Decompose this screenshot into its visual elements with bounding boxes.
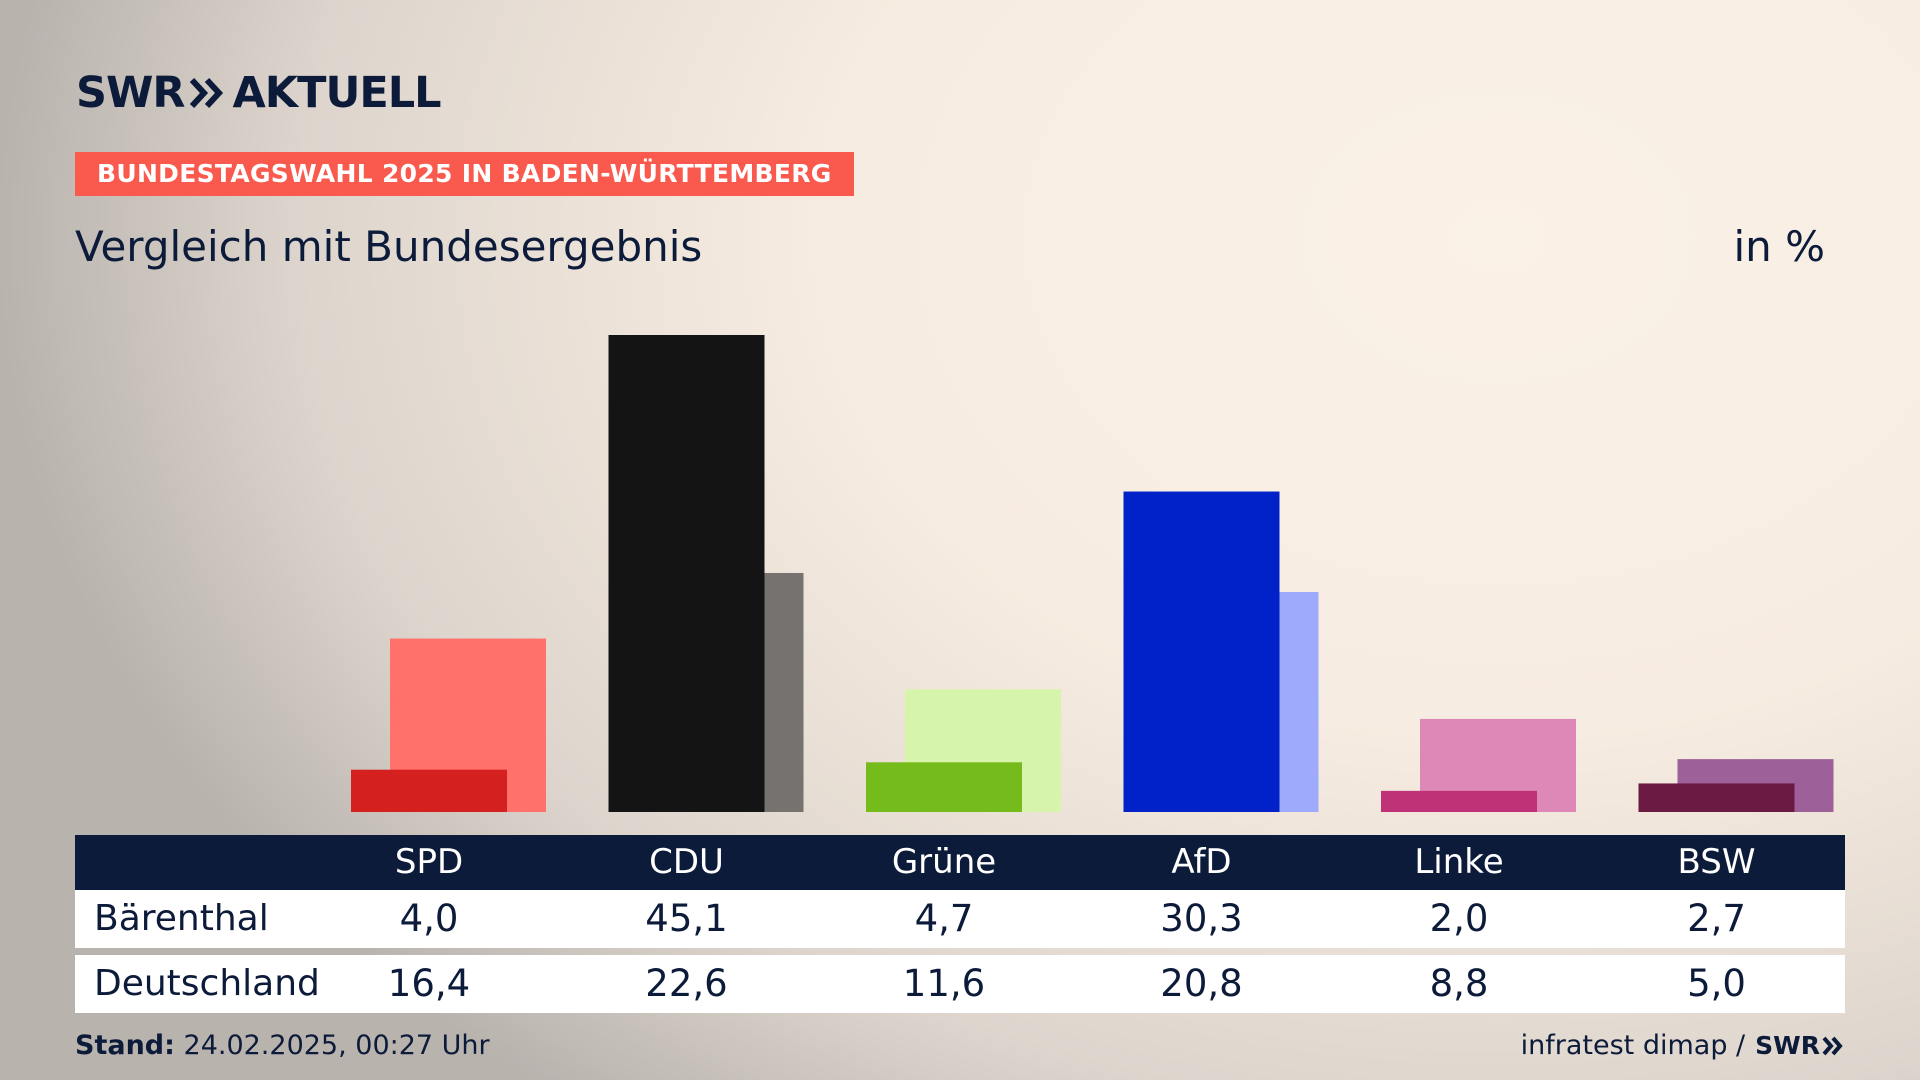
value-spd: 16,4 (387, 962, 471, 1005)
value-linke: 8,8 (1429, 962, 1489, 1005)
bar-spd-b-renthal (351, 769, 507, 812)
value-gr-ne: 11,6 (902, 962, 986, 1005)
bar-afd-b-renthal (1123, 491, 1280, 812)
value-afd: 20,8 (1160, 962, 1243, 1005)
bar-bsw-b-renthal (1638, 783, 1795, 812)
double-chevron-icon (189, 77, 223, 109)
value-afd: 30,3 (1160, 897, 1243, 940)
double-chevron-icon (1822, 1036, 1843, 1055)
bar-gr-ne-b-renthal (866, 762, 1022, 812)
bar-cdu-b-renthal (608, 335, 765, 812)
timestamp: Stand: 24.02.2025, 00:27 Uhr (75, 1030, 490, 1061)
table-row: Bärenthal 4,0 45,1 4,7 30,3 2,0 2,7 (75, 890, 1845, 948)
stand-label: Stand: (75, 1030, 175, 1061)
value-cdu: 22,6 (645, 962, 728, 1005)
stand-value: 24.02.2025, 00:27 Uhr (183, 1030, 490, 1061)
value-linke: 2,0 (1429, 897, 1489, 940)
value-spd: 4,0 (399, 897, 459, 940)
footer-swr-logo: SWR (1755, 1031, 1820, 1060)
table-header: SPD CDU Grüne AfD Linke BSW (75, 835, 1845, 890)
row-label: Deutschland (94, 963, 320, 1004)
row-label: Bärenthal (94, 898, 269, 939)
column-header-cdu: CDU (649, 842, 724, 882)
bar-linke-b-renthal (1381, 790, 1537, 812)
column-header-afd: AfD (1171, 842, 1232, 882)
value-cdu: 45,1 (645, 897, 728, 940)
table-row: Deutschland 16,4 22,6 11,6 20,8 8,8 5,0 (75, 955, 1845, 1013)
logo-swr-text: SWR (76, 68, 186, 118)
value-gr-ne: 4,7 (914, 897, 974, 940)
swr-aktuell-logo: SWR AKTUELL (76, 68, 442, 118)
column-header-gr-ne: Grüne (891, 842, 997, 882)
unit-label: in % (1733, 222, 1825, 271)
value-bsw: 2,7 (1687, 897, 1746, 940)
column-header-bsw: BSW (1677, 842, 1756, 882)
column-header-spd: SPD (394, 842, 464, 882)
column-header-linke: Linke (1414, 842, 1504, 882)
source-credit: infratest dimap / SWR (1521, 1030, 1844, 1061)
logo-aktuell-text: AKTUELL (232, 68, 442, 118)
value-bsw: 5,0 (1687, 962, 1746, 1005)
kicker-label: BUNDESTAGSWAHL 2025 IN BADEN-WÜRTTEMBERG (75, 152, 854, 196)
source-text: infratest dimap / (1520, 1030, 1746, 1061)
results-table: SPD CDU Grüne AfD Linke BSW Bärenthal 4,0 45,1… (75, 835, 1845, 1013)
page-title: Vergleich mit Bundesergebnis (75, 222, 703, 271)
